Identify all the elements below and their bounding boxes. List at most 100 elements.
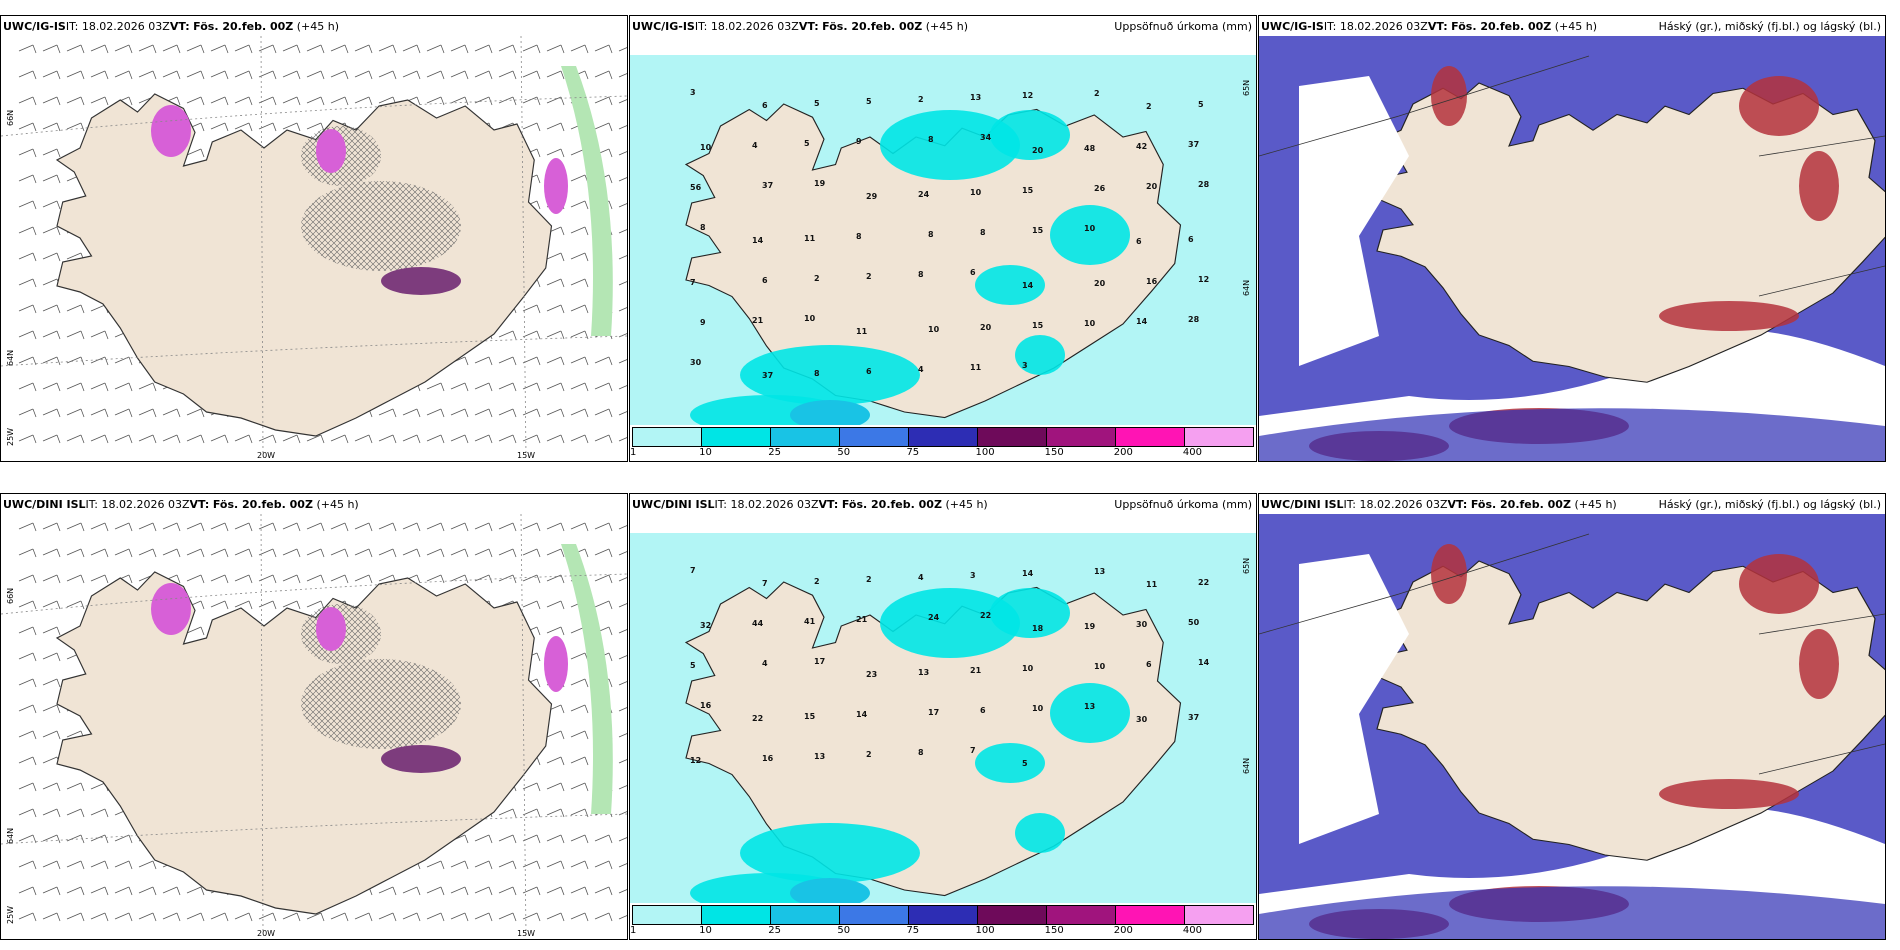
- map-canvas: [1259, 36, 1885, 461]
- precip-value-label: 10: [700, 143, 712, 152]
- precip-value-label: 30: [1136, 715, 1148, 724]
- graticule: [260, 36, 527, 457]
- panel-wind-ig: UWC/IG-ISIT: 18.02.2026 03ZVT: Fös. 20.f…: [0, 15, 628, 462]
- init-time: IT: 18.02.2026 03Z: [714, 498, 819, 511]
- longitude-label: 20W: [257, 929, 276, 938]
- valid-time: Fös. 20.feb. 00Z: [841, 498, 942, 511]
- precip-value-label: 56: [690, 183, 702, 192]
- precip-value-label: 6: [1188, 235, 1194, 244]
- precip-value-label: 41: [804, 617, 816, 626]
- precip-value-label: 32: [700, 621, 711, 630]
- precip-value-label: 4: [762, 659, 768, 668]
- precip-value-label: 11: [970, 363, 982, 372]
- precip-value-label: 2: [866, 750, 872, 759]
- valid-time: Fös. 20.feb. 00Z: [822, 20, 923, 33]
- precip-value-label: 26: [1094, 184, 1106, 193]
- precip-value-label: 5: [1022, 759, 1028, 768]
- colorbar-segment: [1047, 428, 1116, 446]
- precip-value-label: 6: [866, 367, 872, 376]
- lead-time: (+45 h): [1554, 20, 1598, 33]
- precip-value-label: 8: [928, 230, 934, 239]
- colorbar-segment: [1185, 906, 1253, 924]
- colorbar-tick: 50: [837, 925, 851, 936]
- snow-blob: [151, 105, 191, 157]
- precip-value-label: 6: [980, 706, 986, 715]
- latitude-label: 66N: [6, 587, 15, 604]
- colorbar-segment: [771, 906, 840, 924]
- longitude-label: 15W: [517, 929, 536, 938]
- colorbar-tick: 150: [1044, 925, 1064, 936]
- precip-area: [1050, 683, 1130, 743]
- precip-value-label: 21: [970, 666, 982, 675]
- precip-value-label: 11: [804, 234, 816, 243]
- precip-area: [880, 588, 1020, 658]
- latitude-label: 64N: [1242, 279, 1251, 296]
- latitude-label: 66N: [6, 109, 15, 126]
- precip-value-label: 7: [762, 579, 768, 588]
- precip-value-label: 5: [804, 139, 810, 148]
- precip-value-label: 19: [1084, 622, 1096, 631]
- colorbar: 1 10 25 50 75 100 150 200 400: [630, 903, 1256, 939]
- panel-wind-dini: UWC/DINI ISLIT: 18.02.2026 03ZVT: Fös. 2…: [0, 493, 628, 940]
- precip-value-label: 14: [1022, 281, 1034, 290]
- panel-cloud-dini: UWC/DINI ISLIT: 18.02.2026 03ZVT: Fös. 2…: [1258, 493, 1886, 940]
- precip-value-label: 42: [1136, 142, 1147, 151]
- panel-precip-dini: UWC/DINI ISLIT: 18.02.2026 03ZVT: Fös. 2…: [629, 493, 1257, 940]
- precip-value-label: 4: [918, 573, 924, 582]
- colorbar-segment: [840, 428, 909, 446]
- colorbar-tick: 200: [1113, 447, 1133, 458]
- precip-value-label: 13: [814, 752, 825, 761]
- colorbar-segment: [702, 906, 771, 924]
- precip-value-label: 15: [1022, 186, 1034, 195]
- snow-blob: [381, 267, 461, 295]
- precip-value-label: 37: [762, 181, 773, 190]
- map-canvas: [1, 36, 627, 457]
- precip-value-label: 23: [866, 670, 877, 679]
- latitude-label: 65N: [1242, 557, 1251, 574]
- colorbar-tick: 400: [1182, 925, 1202, 936]
- precip-value-label: 6: [1146, 660, 1152, 669]
- colorbar-tick: 100: [975, 925, 995, 936]
- precip-value-label: 21: [856, 615, 868, 624]
- precip-value-label: 13: [970, 93, 981, 102]
- colorbar-segment: [771, 428, 840, 446]
- green-band: [561, 66, 613, 336]
- border-lines: [1259, 55, 1885, 297]
- precip-value-label: 10: [1032, 704, 1044, 713]
- colorbar-segment: [909, 906, 978, 924]
- precip-area: [740, 345, 920, 405]
- precip-area: [990, 588, 1070, 638]
- precip-value-label: 13: [918, 668, 929, 677]
- precip-value-label: 3: [690, 88, 696, 97]
- precip-value-label: 28: [1188, 315, 1200, 324]
- precip-value-label: 2: [1094, 89, 1100, 98]
- precip-area: [740, 823, 920, 883]
- precip-value-label: 2: [866, 575, 872, 584]
- precip-value-label: 16: [700, 701, 712, 710]
- precip-value-label: 13: [1094, 567, 1105, 576]
- precip-value-label: 8: [918, 270, 924, 279]
- precip-value-label: 5: [814, 99, 820, 108]
- lead-time: (+45 h): [316, 498, 359, 511]
- model-name: UWC/DINI ISL: [1261, 498, 1344, 511]
- border-lines: [1259, 533, 1885, 775]
- colorbar-segment: [978, 906, 1047, 924]
- latitude-label: 64N: [6, 349, 15, 366]
- longitude-label: 20W: [257, 451, 276, 460]
- precip-value-label: 10: [1084, 224, 1096, 233]
- colorbar-tick: 75: [906, 447, 920, 458]
- snow-blob: [151, 583, 191, 635]
- precip-value-label: 21: [752, 316, 764, 325]
- graticule: [1, 573, 627, 845]
- high-cloud-patch: [1799, 151, 1839, 221]
- colorbar-tick: 75: [906, 925, 920, 936]
- snow-blob: [381, 745, 461, 773]
- precip-area: [880, 110, 1020, 180]
- precip-value-label: 16: [1146, 277, 1158, 286]
- init-time: IT: 18.02.2026 03Z: [694, 20, 799, 33]
- precip-value-label: 17: [928, 708, 939, 717]
- panel-field-title: Háský (gr.), miðský (fj.bl.) og lágský (…: [1658, 498, 1881, 511]
- colorbar: 1 10 25 50 75 100 150 200 400: [630, 425, 1256, 461]
- precip-value-label: 9: [700, 318, 706, 327]
- model-name: UWC/IG-IS: [1261, 20, 1324, 33]
